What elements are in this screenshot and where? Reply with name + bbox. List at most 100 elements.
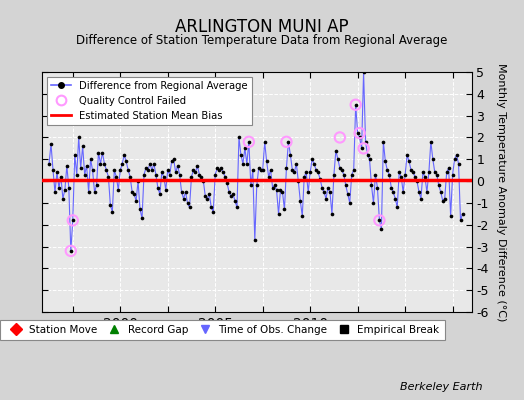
Point [59,195,67,202]
Point [100,160,108,167]
Point [355,134,364,141]
Point [110,167,118,173]
Point [298,213,307,219]
Point [312,167,320,173]
Point [449,171,457,178]
Point [451,156,459,162]
Point [282,139,291,145]
Point [245,139,253,145]
Point [231,198,239,204]
Point [280,206,289,213]
Point [203,195,212,202]
Point [69,217,77,224]
Point [86,156,95,162]
Point [108,208,116,215]
Point [278,189,287,195]
Point [391,195,399,202]
Point [67,248,75,254]
Point [45,160,53,167]
Point [257,167,265,173]
Point [342,182,350,189]
Point [250,237,259,243]
Point [176,171,184,178]
Point [122,158,130,165]
Point [270,182,279,189]
Point [96,160,105,167]
Point [144,167,152,173]
Point [116,167,125,173]
Point [225,189,233,195]
Point [72,171,81,178]
Point [207,204,215,210]
Point [99,150,107,156]
Point [255,165,263,171]
Point [397,174,406,180]
Point [84,189,93,195]
Point [77,165,85,171]
Point [393,204,401,210]
Point [189,167,198,173]
Point [375,217,384,224]
Point [235,134,243,141]
Point [51,189,59,195]
Point [345,200,354,206]
Point [154,184,162,191]
Point [363,152,372,158]
Point [179,195,188,202]
Point [446,213,455,219]
Point [385,171,394,178]
Point [322,195,330,202]
Point [362,139,370,145]
Point [427,139,435,145]
Legend: Station Move, Record Gap, Time of Obs. Change, Empirical Break: Station Move, Record Gap, Time of Obs. C… [0,320,445,340]
Point [336,134,344,141]
Point [160,174,168,180]
Point [223,180,231,186]
Point [415,189,423,195]
Point [94,150,103,156]
Point [178,189,186,195]
Point [292,160,301,167]
Point [74,134,83,141]
Point [367,182,376,189]
Point [324,184,332,191]
Point [421,174,429,180]
Point [102,167,111,173]
Point [132,198,140,204]
Point [118,160,126,167]
Point [381,158,389,165]
Point [134,178,142,184]
Point [452,152,461,158]
Point [219,169,227,176]
Point [320,189,328,195]
Point [248,167,257,173]
Point [276,187,285,193]
Point [263,158,271,165]
Point [168,158,176,165]
Point [239,160,247,167]
Point [352,102,360,108]
Point [81,171,89,178]
Point [316,176,324,182]
Point [187,174,195,180]
Point [195,171,204,178]
Point [247,182,255,189]
Point [359,145,368,152]
Point [401,171,409,178]
Point [355,130,364,136]
Point [151,171,160,178]
Point [272,187,281,193]
Point [411,174,419,180]
Point [344,191,352,197]
Point [308,156,316,162]
Point [53,169,61,176]
Point [340,171,348,178]
Point [318,184,326,191]
Point [330,171,338,178]
Point [63,163,71,169]
Point [439,198,447,204]
Point [229,191,237,197]
Point [148,167,156,173]
Point [209,208,217,215]
Point [54,184,63,191]
